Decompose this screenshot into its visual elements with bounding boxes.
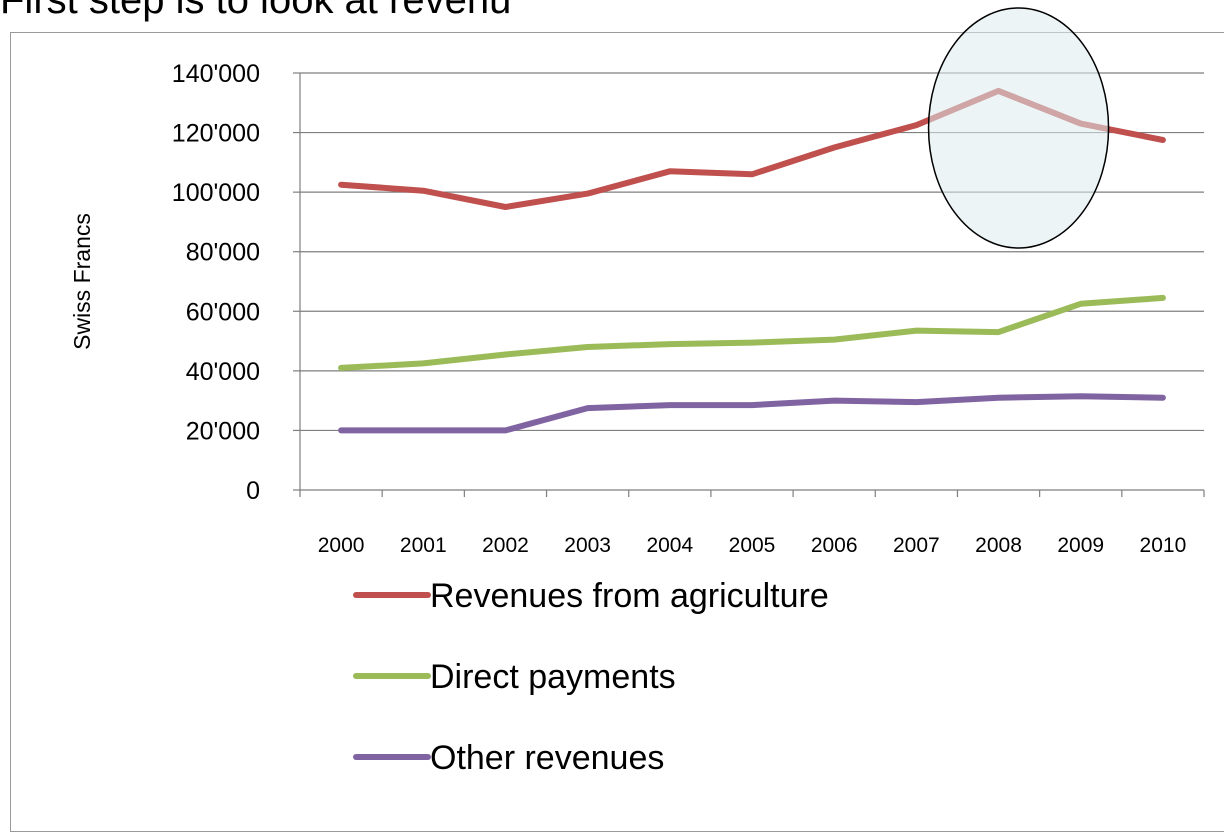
y-tick-label: 60'000 [186,298,260,326]
y-tick-label: 0 [246,477,260,505]
series-line-2 [341,298,1163,368]
legend-label: Revenues from agriculture [430,577,829,615]
y-tick-label: 80'000 [186,239,260,267]
x-tick-label: 2006 [811,534,858,557]
x-tick-label: 2009 [1057,534,1104,557]
x-tick-label: 2002 [482,534,529,557]
x-tick-label: 2007 [893,534,940,557]
legend-label: Other revenues [430,739,664,777]
y-tick-label: 20'000 [186,417,260,445]
x-tick-label: 2000 [318,534,365,557]
x-tick-label: 2003 [564,534,611,557]
y-tick-label: 140'000 [172,60,260,88]
x-tick-label: 2001 [400,534,447,557]
x-tick-label: 2010 [1140,534,1187,557]
x-tick-label: 2004 [646,534,693,557]
highlight-ellipse [929,8,1109,248]
y-tick-label: 120'000 [172,120,260,148]
y-tick-label: 40'000 [186,358,260,386]
x-tick-label: 2008 [975,534,1022,557]
legend-label: Direct payments [430,658,676,696]
x-tick-label: 2005 [729,534,776,557]
series-line-3 [341,396,1163,430]
y-tick-label: 100'000 [172,179,260,207]
y-axis-title: Swiss Francs [69,213,95,350]
